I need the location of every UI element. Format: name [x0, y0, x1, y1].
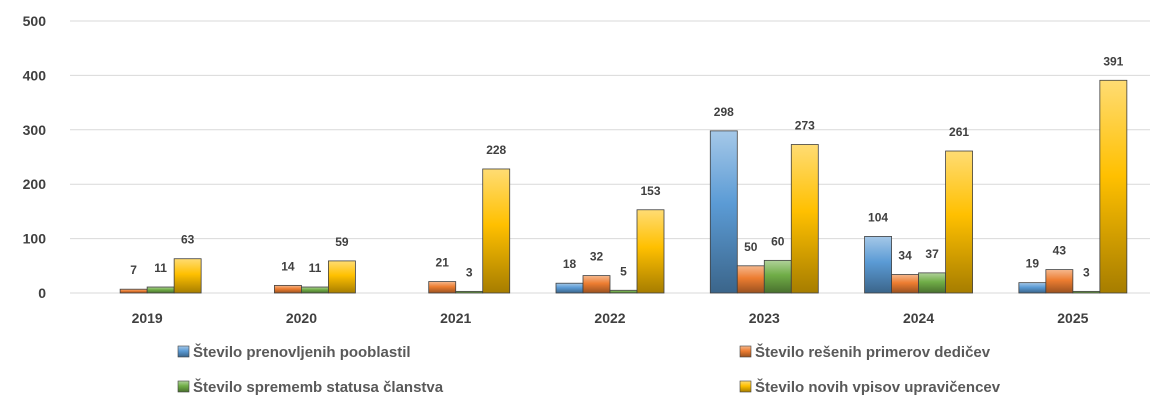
- legend-label: Število prenovljenih pooblastil: [193, 343, 411, 361]
- data-label: 32: [590, 250, 604, 264]
- bar: [864, 236, 892, 294]
- bar: [428, 281, 457, 294]
- x-tick-label: 2023: [749, 310, 780, 326]
- data-label: 391: [1103, 54, 1123, 68]
- bar: [1099, 79, 1128, 294]
- legend-label: Število sprememb statusa članstva: [193, 378, 444, 396]
- y-axis: 0 100 200 300 400 500: [23, 13, 47, 301]
- data-label: 34: [898, 249, 912, 263]
- data-label: 11: [154, 261, 167, 275]
- x-tick-label: 2020: [286, 310, 317, 326]
- x-tick-label: 2024: [903, 310, 934, 326]
- x-axis: 2019 2020 2021 2022 2023 2024 2025: [132, 310, 1089, 326]
- bar: [763, 259, 792, 294]
- data-label: 273: [795, 118, 815, 132]
- y-tick-label: 300: [23, 122, 47, 138]
- data-label: 19: [1026, 257, 1040, 271]
- bar: [274, 284, 302, 294]
- data-label: 3: [1083, 265, 1090, 279]
- legend-label: Število novih vpisov upravičencev: [755, 378, 1001, 396]
- y-tick-label: 400: [23, 67, 47, 83]
- gridlines: [70, 20, 1150, 294]
- x-tick-label: 2019: [132, 310, 163, 326]
- legend-item: Število prenovljenih pooblastil: [177, 343, 411, 361]
- x-tick-label: 2025: [1057, 310, 1088, 326]
- legend-swatch: [739, 380, 752, 393]
- bar: [1072, 290, 1101, 294]
- data-label: 153: [640, 184, 660, 198]
- bar: [301, 286, 329, 294]
- bar: [582, 275, 611, 294]
- bar: [119, 288, 148, 294]
- data-label: 21: [436, 256, 450, 270]
- bar: [1045, 269, 1074, 294]
- data-label: 18: [563, 257, 577, 271]
- data-label: 43: [1053, 244, 1067, 258]
- bars: [119, 79, 1128, 294]
- data-label: 261: [949, 125, 969, 139]
- legend-item: Število novih vpisov upravičencev: [739, 378, 1001, 396]
- bar: [455, 290, 484, 294]
- bar: [891, 274, 919, 294]
- data-label: 14: [281, 259, 295, 273]
- data-label: 11: [309, 261, 322, 275]
- data-label: 7: [130, 263, 137, 277]
- bar: [945, 150, 973, 294]
- bar: [173, 258, 202, 294]
- bar: [555, 282, 584, 294]
- legend-item: Število rešenih primerov dedičev: [739, 343, 991, 361]
- bar: [736, 265, 765, 294]
- y-tick-label: 500: [23, 13, 47, 29]
- bar: [1018, 282, 1047, 294]
- bar: [482, 168, 511, 294]
- data-label: 60: [771, 234, 785, 248]
- bar: [636, 209, 665, 294]
- data-label: 50: [744, 240, 758, 254]
- data-label: 228: [486, 143, 506, 157]
- x-tick-label: 2021: [440, 310, 471, 326]
- legend: Število prenovljenih pooblastil Število r…: [177, 343, 1001, 396]
- bar: [146, 286, 175, 294]
- legend-swatch: [177, 380, 190, 393]
- bar: [709, 130, 738, 294]
- data-label: 59: [335, 235, 349, 249]
- data-label: 104: [868, 210, 888, 224]
- bar: [790, 144, 819, 294]
- data-label: 5: [620, 264, 627, 278]
- data-label: 63: [181, 233, 195, 247]
- data-label: 3: [466, 265, 473, 279]
- bar: [609, 289, 638, 294]
- bar: [918, 272, 946, 294]
- legend-swatch: [177, 345, 190, 358]
- legend-swatch: [739, 345, 752, 358]
- legend-item: Število sprememb statusa članstva: [177, 378, 444, 396]
- data-label: 37: [925, 247, 939, 261]
- legend-label: Število rešenih primerov dedičev: [755, 343, 991, 361]
- y-tick-label: 200: [23, 176, 47, 192]
- x-tick-label: 2022: [594, 310, 625, 326]
- y-tick-label: 100: [23, 231, 47, 247]
- y-tick-label: 0: [38, 285, 46, 301]
- data-label: 298: [714, 105, 734, 119]
- bar: [328, 260, 356, 294]
